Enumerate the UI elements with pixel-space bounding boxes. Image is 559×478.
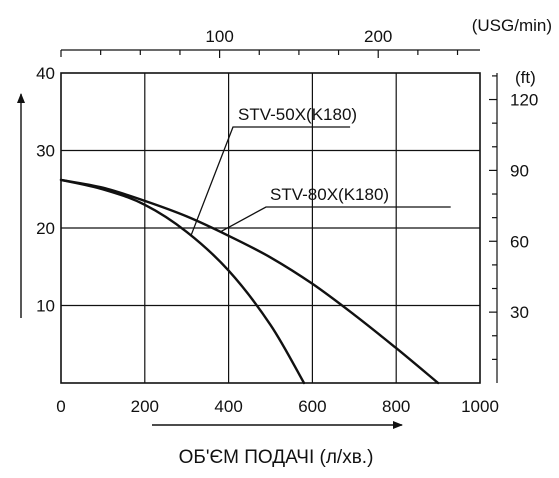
x-tick-labels: 0 200 400 600 800 1000 xyxy=(56,397,499,416)
series-label-stv-50x: STV-50X(K180) xyxy=(238,105,357,124)
series-lines xyxy=(59,178,440,385)
y-tick-label: 30 xyxy=(36,142,55,161)
x-tick-label: 400 xyxy=(214,397,242,416)
y-tick-labels: 10 20 30 40 xyxy=(36,64,55,316)
right-axis-tick-label: 90 xyxy=(510,161,529,180)
series-line-stv-50x xyxy=(59,178,306,385)
x-tick-label: 200 xyxy=(131,397,159,416)
series-leader-lines xyxy=(190,126,451,237)
x-tick-label: 600 xyxy=(298,397,326,416)
x-tick-label: 800 xyxy=(382,397,410,416)
leader-line-stv-80x xyxy=(219,206,451,233)
y-tick-label: 20 xyxy=(36,219,55,238)
top-axis-tick-label: 100 xyxy=(205,27,233,46)
top-axis-unit: (USG/min) xyxy=(472,16,552,35)
x-axis-title: ОБ'ЄМ ПОДАЧІ (л/хв.) xyxy=(179,447,374,468)
right-axis-tick-label: 60 xyxy=(510,232,529,251)
y-tick-label: 40 xyxy=(36,64,55,83)
x-tick-label: 1000 xyxy=(461,397,499,416)
x-tick-label: 0 xyxy=(56,397,65,416)
grid xyxy=(61,73,480,383)
right-axis: 30 60 90 120 xyxy=(489,73,538,383)
top-axis: 100 200 xyxy=(60,27,480,58)
leader-line-stv-50x xyxy=(190,126,351,237)
right-axis-tick-label: 120 xyxy=(510,91,538,110)
right-axis-tick-label: 30 xyxy=(510,303,529,322)
plot-frame xyxy=(60,72,481,384)
series-line-stv-80x xyxy=(59,178,440,385)
right-axis-unit: (ft) xyxy=(515,68,536,87)
y-tick-label: 10 xyxy=(36,297,55,316)
top-axis-tick-label: 200 xyxy=(364,27,392,46)
series-label-stv-80x: STV-80X(K180) xyxy=(270,185,389,204)
